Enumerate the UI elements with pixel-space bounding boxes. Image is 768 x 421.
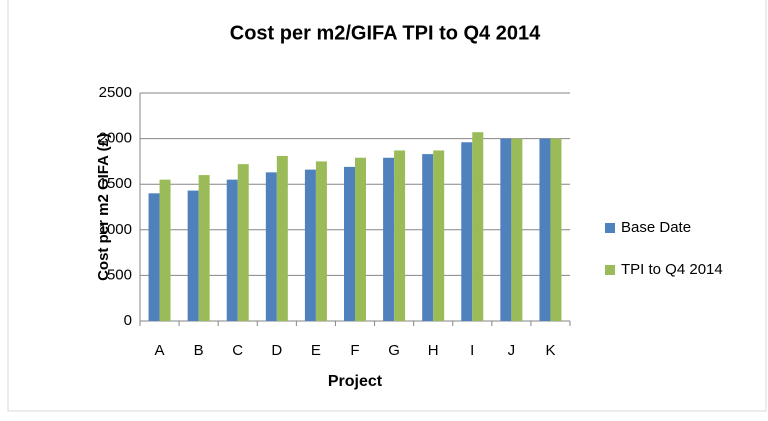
x-tick-label: K [545,342,555,359]
bar [344,166,355,321]
bar [355,157,366,321]
bar [472,132,484,321]
bar [265,172,277,321]
bar [237,164,249,321]
y-axis-label: Cost per m2 GIFA (£) [95,133,112,281]
x-tick-label: J [508,342,516,359]
legend-label: Base Date [621,219,691,236]
y-tick-label: 2000 [99,130,132,147]
x-tick-label: G [388,342,400,359]
bar [539,138,551,321]
bar [422,154,434,321]
legend-label: TPI to Q4 2014 [621,261,723,278]
y-tick-label: 1000 [99,221,132,238]
bar [461,142,473,321]
x-tick-label: F [350,342,359,359]
x-axis-label: Project [328,373,383,390]
x-tick-label: C [232,342,243,359]
x-tick-label: D [271,342,282,359]
x-tick-label: I [470,342,474,359]
y-tick-label: 2500 [99,84,132,101]
x-tick-label: A [155,342,165,359]
x-tick-label: B [194,342,204,359]
bar [394,150,406,321]
bar [148,193,160,321]
bar [226,179,238,321]
bar [187,190,199,321]
y-tick-label: 500 [107,266,132,283]
bar [500,138,512,321]
x-tick-label: H [428,342,439,359]
bar [198,175,210,321]
y-tick-label: 1500 [99,175,132,192]
bar [433,150,445,321]
x-tick-label: E [311,342,321,359]
bar [159,179,171,321]
chart-title: Cost per m2/GIFA TPI to Q4 2014 [230,22,541,44]
legend-swatch [605,265,615,275]
y-tick-label: 0 [124,312,132,329]
bar [511,138,523,321]
bar [550,138,562,321]
bar [276,155,288,321]
legend-swatch [605,223,615,233]
bar [383,157,395,321]
bar [304,169,316,321]
bar [315,161,327,321]
